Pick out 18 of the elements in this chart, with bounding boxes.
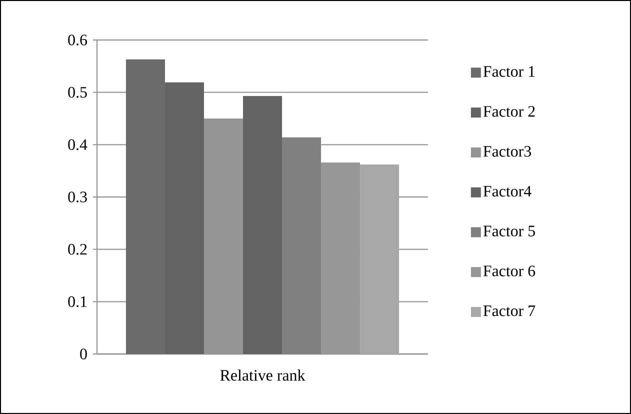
legend-label: Factor 5	[483, 226, 535, 236]
x-tick-label: Relative rank	[220, 370, 306, 381]
y-tick-label: 0.4	[68, 139, 88, 150]
legend-label: Factor3	[483, 146, 531, 157]
legend-label: Factor 7	[483, 306, 536, 316]
y-tick-label: 0.6	[68, 34, 88, 46]
y-tick-label: 0.1	[68, 296, 87, 308]
y-tick-label: 0.5	[68, 86, 87, 98]
y-tick-label: 0	[80, 348, 87, 360]
bar	[282, 137, 322, 354]
bar	[360, 164, 400, 354]
legend-label: Factor 1	[483, 66, 535, 77]
legend-label: Factor4	[483, 186, 532, 197]
bar	[243, 96, 282, 354]
y-tick-label: 0.3	[68, 192, 87, 202]
legend-label: Factor 2	[483, 106, 535, 117]
y-tick-label: 0.2	[68, 244, 87, 255]
legend-label: Factor 6	[483, 266, 536, 276]
